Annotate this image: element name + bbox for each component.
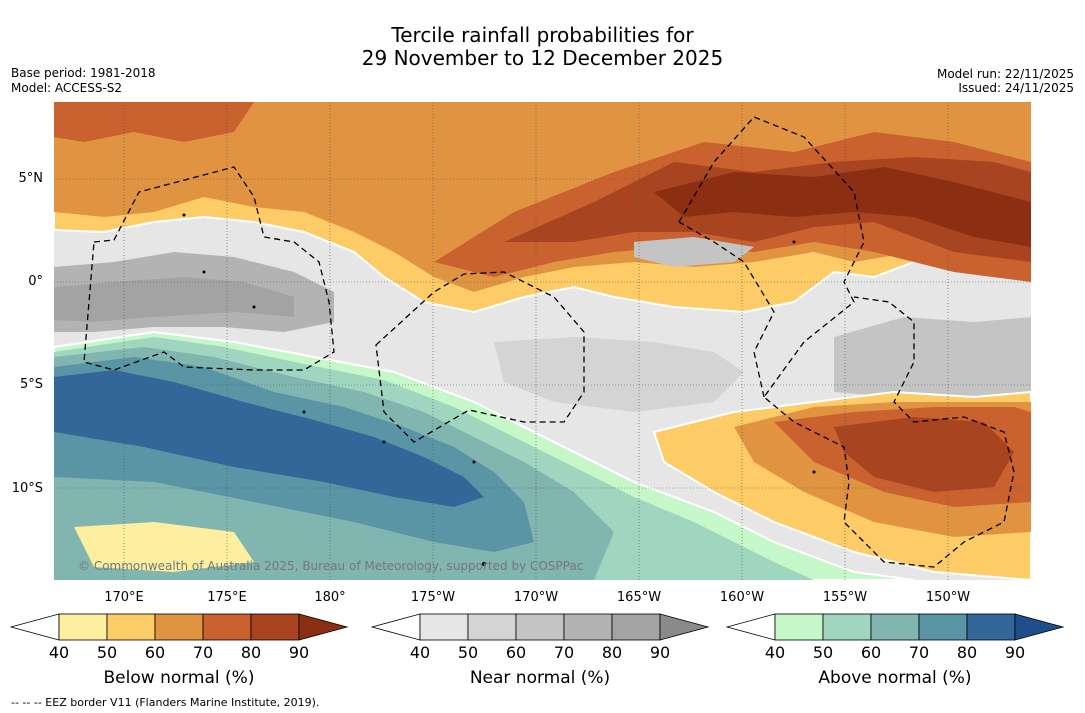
lat-label-5n: 5°N xyxy=(18,171,44,186)
tick-label: 60 xyxy=(505,643,527,662)
colorbar-segment xyxy=(250,613,300,641)
eez-border-legend: -- -- -- EEZ border V11 (Flanders Marine… xyxy=(11,696,320,709)
near-normal-region-east xyxy=(834,317,1031,402)
below-normal-region-nw xyxy=(54,102,254,142)
colorbar-extend-high xyxy=(659,613,710,641)
island-markers xyxy=(182,213,816,566)
tick-label: 50 xyxy=(96,643,118,662)
colorbar-segment xyxy=(918,613,968,641)
base-period: Base period: 1981-2018 xyxy=(11,66,156,80)
tick-label: 40 xyxy=(764,643,786,662)
colorbar-below-normal xyxy=(10,613,349,641)
colorbar-below-normal-title: Below normal (%) xyxy=(103,668,255,688)
colorbar-extend-high xyxy=(1014,613,1065,641)
near-normal-region-equator xyxy=(634,237,754,267)
lon-label-160w: 160°W xyxy=(719,590,765,605)
tick-label: 40 xyxy=(48,643,70,662)
colorbar-segment xyxy=(58,613,108,641)
tick-label: 50 xyxy=(812,643,834,662)
lat-label-0: 0° xyxy=(28,274,43,289)
colorbar-segment xyxy=(419,613,469,641)
lon-label-155w: 155°W xyxy=(822,590,868,605)
tick-label: 90 xyxy=(1004,643,1026,662)
tick-label: 90 xyxy=(649,643,671,662)
colorbar-segment xyxy=(774,613,824,641)
map-title-line2: 29 November to 12 December 2025 xyxy=(361,46,724,70)
copyright-credit: © Commonwealth of Australia 2025, Bureau… xyxy=(78,559,584,573)
colorbar-segment xyxy=(966,613,1016,641)
below-normal-region-north-90 xyxy=(654,167,1031,247)
tick-label: 90 xyxy=(288,643,310,662)
tick-label: 80 xyxy=(240,643,262,662)
lon-label-175e: 175°E xyxy=(207,590,247,605)
lon-label-175w: 175°W xyxy=(410,590,456,605)
tick-label: 70 xyxy=(553,643,575,662)
map-title-line1: Tercile rainfall probabilities for xyxy=(391,23,694,47)
colorbar-extend-low xyxy=(10,613,60,641)
lon-label-170w: 170°W xyxy=(513,590,559,605)
colorbar-above-normal xyxy=(726,613,1065,641)
lon-label-180: 180° xyxy=(314,590,346,605)
lat-label-10s: 10°S xyxy=(11,481,43,496)
tick-label: 50 xyxy=(457,643,479,662)
below-normal-region-south-80 xyxy=(834,417,1014,492)
colorbar-segment xyxy=(870,613,920,641)
lon-label-170e: 170°E xyxy=(104,590,144,605)
lat-label-5s: 5°S xyxy=(19,377,43,392)
issued-date: Issued: 24/11/2025 xyxy=(958,81,1074,95)
colorbar-segment xyxy=(822,613,872,641)
tick-label: 60 xyxy=(144,643,166,662)
colorbar-above-normal-title: Above normal (%) xyxy=(818,668,972,688)
model-name: Model: ACCESS-S2 xyxy=(11,81,123,95)
colorbar-segment xyxy=(467,613,517,641)
colorbar-near-normal-title: Near normal (%) xyxy=(469,668,611,688)
colorbar-segment xyxy=(202,613,252,641)
near-normal-region-west-2 xyxy=(54,277,294,322)
tick-label: 60 xyxy=(860,643,882,662)
colorbar-segment xyxy=(515,613,565,641)
map-canvas xyxy=(54,102,1031,580)
colorbar-extend-low xyxy=(726,613,776,641)
tick-label: 80 xyxy=(956,643,978,662)
colorbar-segment xyxy=(106,613,156,641)
tick-label: 70 xyxy=(908,643,930,662)
tick-label: 40 xyxy=(409,643,431,662)
model-run-date: Model run: 22/11/2025 xyxy=(936,67,1074,81)
above-normal-region-80 xyxy=(54,370,484,507)
colorbar-segment xyxy=(611,613,661,641)
colorbar-segment xyxy=(563,613,613,641)
lon-label-150w: 150°W xyxy=(925,590,971,605)
colorbar-segment xyxy=(154,613,204,641)
rainfall-probability-map xyxy=(54,102,1031,580)
colorbar-extend-low xyxy=(371,613,421,641)
lon-label-165w: 165°W xyxy=(616,590,662,605)
eez-borders xyxy=(83,116,1015,568)
colorbar-near-normal xyxy=(371,613,710,641)
near-normal-region-center xyxy=(494,337,744,412)
below-normal-region-nw-2 xyxy=(204,157,354,212)
colorbar-extend-high xyxy=(298,613,349,641)
tick-label: 80 xyxy=(601,643,623,662)
tick-label: 70 xyxy=(192,643,214,662)
below-normal-region-south-40 xyxy=(74,522,254,572)
graticule xyxy=(54,102,1031,580)
